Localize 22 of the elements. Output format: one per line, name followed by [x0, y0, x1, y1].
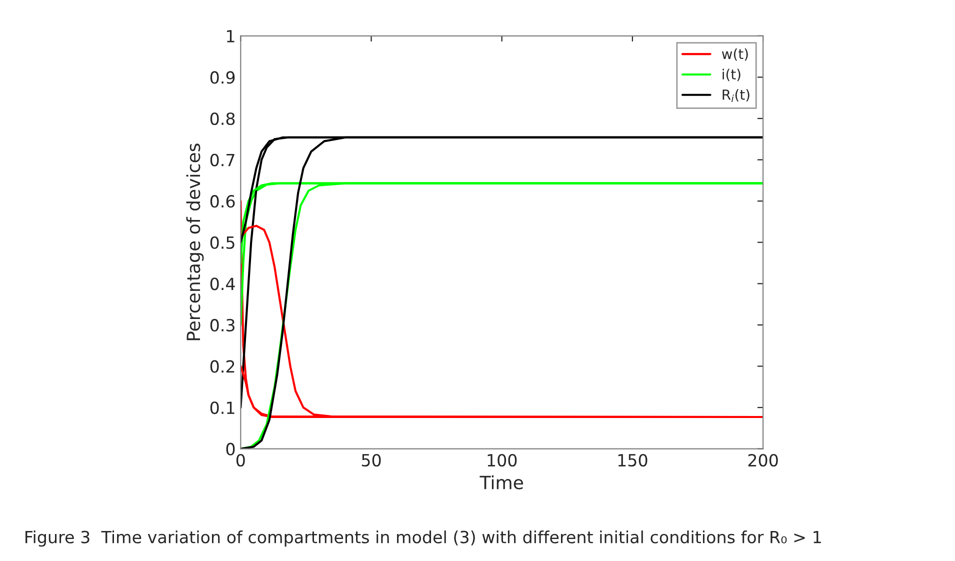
y-tick-label: 1: [227, 30, 234, 42]
caption: Figure 3 Time variation of compartments in model (3) with different initial conditions for R₀ > 1: [26, 530, 821, 547]
x-tick-label: 0: [236, 454, 245, 467]
y-axis-title: Percentage of devices: [186, 144, 204, 340]
y-tick-label: 0: [226, 442, 235, 456]
x-tick-label: 150: [618, 454, 648, 467]
legend-label: w(t): [722, 48, 748, 61]
y-tick-label: 0.6: [210, 195, 235, 208]
y-tick-label: 0.7: [210, 154, 234, 166]
y-tick-label: 0.4: [210, 278, 235, 290]
x-axis-title: Time: [480, 475, 523, 490]
y-tick-label: 0.1: [210, 401, 234, 414]
legend-label: i(t): [722, 68, 740, 82]
y-tick-label: 0.5: [210, 236, 234, 249]
y-tick-label: 0.2: [210, 360, 234, 373]
y-tick-label: 0.3: [210, 318, 234, 332]
y-tick-label: 0.9: [210, 71, 235, 84]
x-tick-label: 50: [362, 454, 381, 467]
x-tick-label: 100: [488, 454, 517, 467]
x-tick-label: 200: [748, 454, 778, 467]
y-tick-label: 0.8: [210, 112, 235, 126]
legend-label: R$_{i}$(t): [722, 89, 750, 102]
